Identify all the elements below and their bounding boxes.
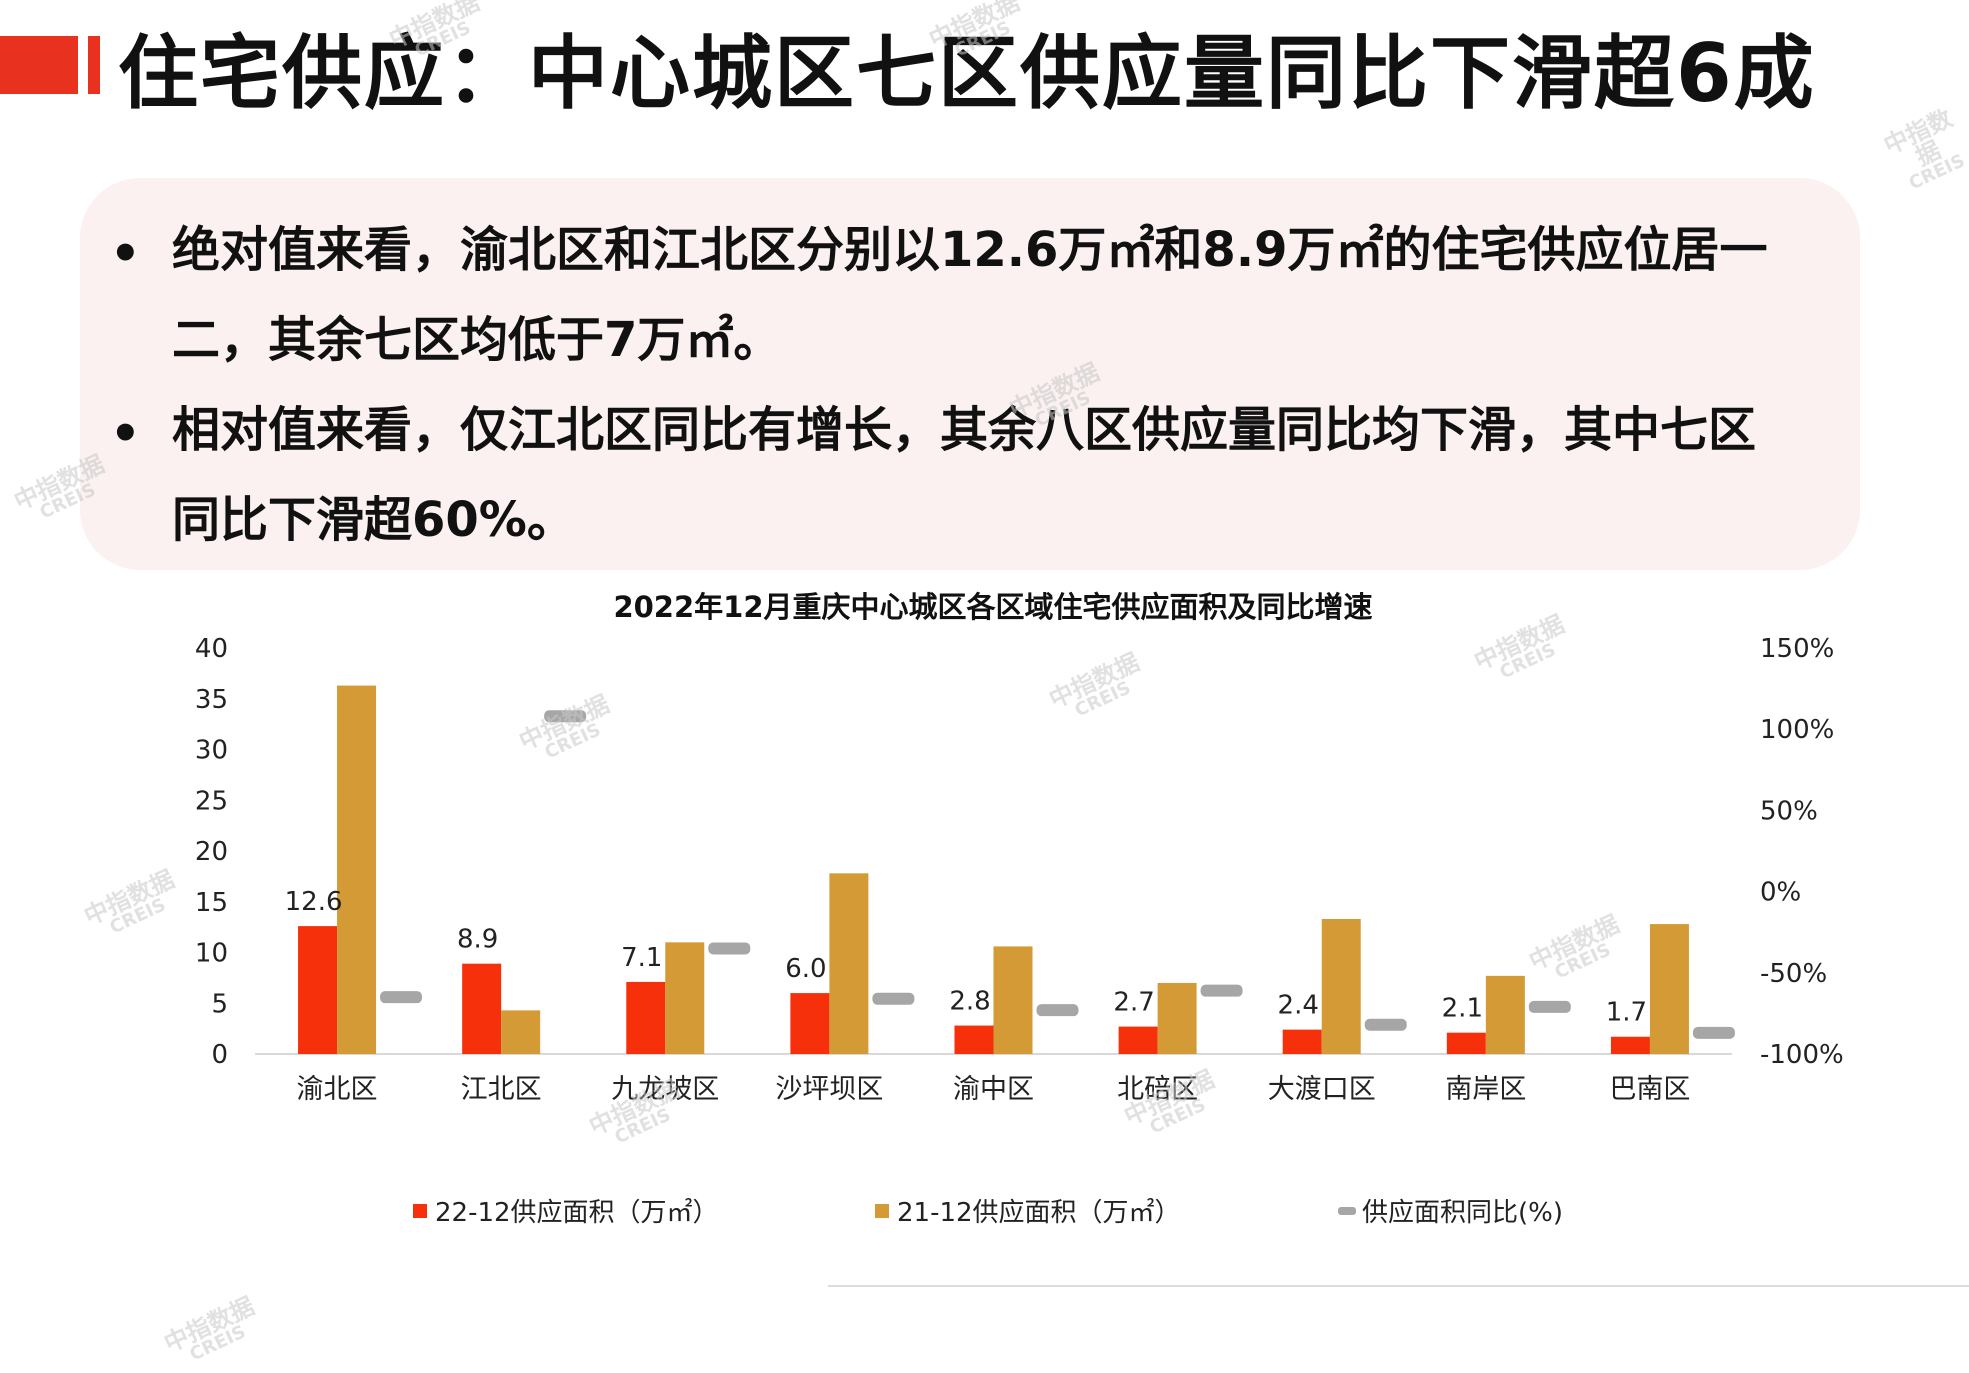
legend-swatch xyxy=(875,1204,889,1218)
y-axis-tick-label: 15 xyxy=(195,888,228,918)
y-axis-tick-label: 5 xyxy=(211,989,228,1019)
yoy-marker xyxy=(1692,1026,1735,1039)
bar-22-12 xyxy=(954,1025,994,1054)
yoy-marker xyxy=(872,992,915,1005)
x-axis-category-label: 巴南区 xyxy=(1609,1074,1690,1105)
x-axis-category-label: 沙坪坝区 xyxy=(775,1074,883,1105)
yoy-marker xyxy=(1364,1018,1407,1031)
bar-data-label: 6.0 xyxy=(785,954,826,984)
bar-22-12 xyxy=(298,926,338,1054)
bar-data-label: 7.1 xyxy=(621,943,662,973)
legend-swatch xyxy=(413,1204,427,1218)
bar-data-label: 2.4 xyxy=(1278,991,1319,1021)
y2-axis-tick-label: 0% xyxy=(1760,878,1801,908)
summary-line: 相对值来看，仅江北区同比有增长，其余八区供应量同比均下滑，其中七区 xyxy=(172,402,1757,458)
page-title: 住宅供应：中心城区七区供应量同比下滑超6成 xyxy=(118,27,1816,120)
bar-21-12 xyxy=(829,873,869,1054)
chart-title: 2022年12月重庆中心城区各区域住宅供应面积及同比增速 xyxy=(613,590,1372,624)
bar-22-12 xyxy=(626,981,666,1054)
title-accent-bar xyxy=(0,36,78,94)
yoy-marker xyxy=(1528,1000,1571,1013)
y2-axis-tick-label: 150% xyxy=(1760,634,1834,664)
x-axis-category-label: 北碚区 xyxy=(1117,1074,1198,1105)
bar-21-12 xyxy=(1321,919,1361,1054)
y-axis-tick-label: 10 xyxy=(195,939,228,969)
bar-22-12 xyxy=(790,993,830,1054)
summary-line: 二，其余七区均低于7万㎡。 xyxy=(172,312,782,368)
bar-data-label: 12.6 xyxy=(285,887,343,917)
bullet-marker: • xyxy=(110,226,141,282)
bar-data-label: 8.9 xyxy=(457,925,498,955)
bar-22-12 xyxy=(1610,1036,1650,1054)
bar-21-12 xyxy=(501,1010,541,1054)
summary-line: 绝对值来看，渝北区和江北区分别以12.6万㎡和8.9万㎡的住宅供应位居一 xyxy=(172,222,1768,278)
x-axis-category-label: 渝北区 xyxy=(297,1074,378,1105)
bar-21-12 xyxy=(1157,982,1197,1054)
legend-label: 供应面积同比(%) xyxy=(1362,1198,1563,1228)
y-axis-tick-label: 30 xyxy=(195,736,228,766)
y-axis-tick-label: 0 xyxy=(211,1040,228,1070)
summary-box xyxy=(80,178,1860,570)
bar-data-label: 2.8 xyxy=(949,987,990,1017)
footer-divider xyxy=(828,1285,1969,1287)
bar-data-label: 2.1 xyxy=(1442,994,1483,1024)
x-axis-category-label: 大渡口区 xyxy=(1268,1074,1376,1105)
bar-22-12 xyxy=(1118,1026,1158,1054)
y2-axis-tick-label: 100% xyxy=(1760,715,1834,745)
bar-21-12 xyxy=(1485,975,1525,1054)
bar-21-12 xyxy=(337,685,377,1054)
y2-axis-tick-label: -100% xyxy=(1760,1040,1844,1070)
bar-22-12 xyxy=(1282,1029,1322,1054)
y-axis-tick-label: 35 xyxy=(195,685,228,715)
bar-22-12 xyxy=(462,963,502,1054)
yoy-marker xyxy=(1036,1004,1079,1017)
y-axis-tick-label: 25 xyxy=(195,786,228,816)
yoy-marker xyxy=(380,991,423,1004)
x-axis-category-label: 渝中区 xyxy=(953,1074,1034,1105)
yoy-marker xyxy=(544,710,587,723)
bullet-marker: • xyxy=(110,406,141,462)
y-axis-tick-label: 40 xyxy=(195,634,228,664)
yoy-marker xyxy=(708,942,751,955)
bar-data-label: 2.7 xyxy=(1113,988,1154,1018)
summary-line: 同比下滑超60%。 xyxy=(172,492,575,548)
yoy-marker xyxy=(1200,984,1243,997)
x-axis-category-label: 南岸区 xyxy=(1445,1074,1526,1105)
bar-21-12 xyxy=(665,942,705,1054)
legend-label: 22-12供应面积（万㎡） xyxy=(435,1198,719,1228)
y2-axis-tick-label: 50% xyxy=(1760,796,1818,826)
bar-21-12 xyxy=(1649,924,1689,1054)
title-accent-bar-thin xyxy=(88,36,100,94)
bar-21-12 xyxy=(993,946,1033,1054)
x-axis-category-label: 江北区 xyxy=(461,1074,542,1105)
y2-axis-tick-label: -50% xyxy=(1760,959,1827,989)
y-axis-tick-label: 20 xyxy=(195,837,228,867)
bar-22-12 xyxy=(1446,1032,1486,1054)
legend-swatch xyxy=(1338,1207,1356,1215)
x-axis-category-label: 九龙坡区 xyxy=(611,1074,719,1105)
legend-label: 21-12供应面积（万㎡） xyxy=(897,1198,1181,1228)
bar-data-label: 1.7 xyxy=(1606,998,1647,1028)
